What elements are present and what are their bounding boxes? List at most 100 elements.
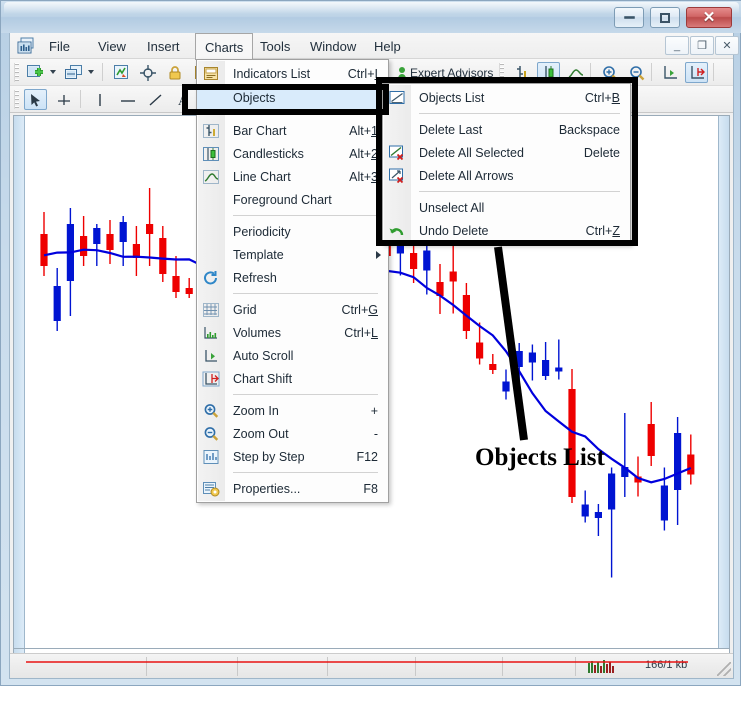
- menu-item-label: Properties...: [233, 481, 301, 496]
- zoom-in-button[interactable]: [598, 62, 621, 83]
- maximize-icon: [660, 12, 670, 23]
- objects-submenu[interactable]: Objects List Ctrl+B Delete Last Backspace De…: [382, 83, 631, 245]
- profiles-dropdown-arrow[interactable]: [88, 70, 94, 74]
- menuitem-line-chart[interactable]: Line Chart Alt+3: [197, 165, 388, 188]
- menuitem-candlesticks[interactable]: Candlesticks Alt+2: [197, 142, 388, 165]
- chart-vertical-scrollbar[interactable]: [718, 116, 729, 648]
- menu-item-accelerator: F8: [363, 481, 378, 496]
- toolbar-grip[interactable]: [14, 63, 19, 82]
- window-minimize-button[interactable]: [614, 7, 644, 28]
- delete-arrows-icon: [387, 166, 407, 185]
- submenu-arrow-icon: [376, 94, 381, 102]
- menuitem-bar-chart[interactable]: Bar Chart Alt+1: [197, 119, 388, 142]
- menuitem-zoom-in[interactable]: Zoom In +: [197, 399, 388, 422]
- candlestick-icon: [201, 144, 221, 163]
- menuitem-auto-scroll[interactable]: Auto Scroll: [197, 344, 388, 367]
- indicators-button[interactable]: [109, 62, 132, 83]
- menu-separator: [233, 293, 378, 294]
- menu-separator: [233, 472, 378, 473]
- crosshair-tool-button[interactable]: [52, 89, 75, 110]
- menu-item-label: Refresh: [233, 270, 277, 285]
- menuitem-objects-list[interactable]: Objects List Ctrl+B: [383, 86, 630, 109]
- menu-file[interactable]: File: [40, 33, 79, 59]
- new-chart-button[interactable]: [24, 62, 47, 83]
- menu-item-label: Objects List: [419, 90, 485, 105]
- menu-window[interactable]: Window: [301, 33, 365, 59]
- toolbar-grip[interactable]: [14, 90, 19, 109]
- menuitem-template[interactable]: Template: [197, 243, 388, 266]
- menu-item-label: Template: [233, 247, 284, 262]
- resize-grip-icon[interactable]: [717, 662, 731, 676]
- menuitem-delete-last[interactable]: Delete Last Backspace: [383, 118, 630, 141]
- menuitem-chart-shift[interactable]: Chart Shift: [197, 367, 388, 390]
- mdi-restore-button[interactable]: ❐: [690, 36, 714, 55]
- auto-scroll-button[interactable]: [658, 62, 681, 83]
- toolbar-separator: [80, 90, 81, 108]
- menu-charts-label: Charts: [205, 39, 244, 55]
- menuitem-step-by-step[interactable]: Step by Step F12: [197, 445, 388, 468]
- horizontal-line-button[interactable]: [116, 89, 139, 110]
- menu-view[interactable]: View: [89, 33, 135, 59]
- menu-item-label: Undo Delete: [419, 223, 489, 238]
- charts-dropdown-menu[interactable]: Indicators List Ctrl+I Objects Bar Chart Alt…: [196, 59, 389, 503]
- svg-text:A: A: [178, 93, 188, 108]
- menuitem-delete-all-selected[interactable]: Delete All Selected Delete: [383, 141, 630, 164]
- menu-help-label: Help: [374, 38, 401, 54]
- mdi-minimize-button[interactable]: _: [665, 36, 689, 55]
- vertical-line-button[interactable]: [88, 89, 111, 110]
- new-chart-dropdown-arrow[interactable]: [50, 70, 56, 74]
- crosshair-button[interactable]: [136, 62, 159, 83]
- menuitem-delete-all-arrows[interactable]: Delete All Arrows: [383, 164, 630, 187]
- menu-item-accelerator: F12: [356, 449, 378, 464]
- trendline-button[interactable]: [144, 89, 167, 110]
- menuitem-unselect-all[interactable]: Unselect All: [383, 196, 630, 219]
- menuitem-properties[interactable]: Properties... F8: [197, 477, 388, 500]
- status-separator: [415, 657, 416, 676]
- toolbar-grip[interactable]: [499, 63, 504, 82]
- menu-item-accelerator: Delete: [583, 145, 620, 160]
- menuitem-indicators-list[interactable]: Indicators List Ctrl+I: [197, 62, 388, 85]
- menu-item-label: Step by Step: [233, 449, 305, 464]
- menuitem-zoom-out[interactable]: Zoom Out -: [197, 422, 388, 445]
- line-chart-button[interactable]: [564, 62, 587, 83]
- submenu-arrow-icon: [376, 251, 381, 259]
- menuitem-objects[interactable]: Objects: [197, 85, 388, 110]
- menu-help[interactable]: Help: [365, 33, 410, 59]
- menuitem-foreground-chart[interactable]: Foreground Chart: [197, 188, 388, 211]
- menuitem-periodicity[interactable]: Periodicity: [197, 220, 388, 243]
- chart-shift-button[interactable]: [685, 62, 708, 83]
- chart-shift-icon: [201, 369, 221, 388]
- status-separator: [237, 657, 238, 676]
- text-tool-button[interactable]: A: [172, 89, 195, 110]
- titlebar-gloss: [4, 2, 739, 14]
- zoom-out-icon: [201, 424, 221, 443]
- bar-chart-button[interactable]: [510, 62, 533, 83]
- menu-item-accelerator: Alt+3: [349, 169, 378, 184]
- candlestick-chart-button[interactable]: [537, 62, 560, 83]
- menu-charts[interactable]: Charts: [195, 33, 254, 60]
- profiles-button[interactable]: [62, 62, 85, 83]
- menuitem-grid[interactable]: Grid Ctrl+G: [197, 298, 388, 321]
- status-bar: 166/1 kb: [10, 653, 733, 678]
- lock-button[interactable]: [163, 62, 186, 83]
- refresh-icon: [201, 268, 221, 287]
- menuitem-volumes[interactable]: Volumes Ctrl+L: [197, 321, 388, 344]
- mdi-close-button[interactable]: ✕: [715, 36, 739, 55]
- zoom-out-button[interactable]: [625, 62, 648, 83]
- menuitem-refresh[interactable]: Refresh: [197, 266, 388, 289]
- cursor-button[interactable]: [24, 89, 47, 110]
- menu-insert[interactable]: Insert: [138, 33, 189, 59]
- status-separator: [575, 657, 576, 676]
- indicators-list-icon: [201, 64, 221, 83]
- menu-item-label: Unselect All: [419, 200, 485, 215]
- window-maximize-button[interactable]: [650, 7, 680, 28]
- status-separator: [502, 657, 503, 676]
- mdi-restore-icon: ❐: [697, 40, 707, 52]
- menu-item-label: Zoom In: [233, 403, 279, 418]
- window-close-button[interactable]: ✕: [686, 7, 732, 28]
- delete-selected-icon: [387, 143, 407, 162]
- menuitem-undo-delete[interactable]: Undo Delete Ctrl+Z: [383, 219, 630, 242]
- menu-tools[interactable]: Tools: [251, 33, 299, 59]
- menu-insert-label: Insert: [147, 38, 180, 54]
- status-kb-text: 166/1 kb: [645, 659, 688, 671]
